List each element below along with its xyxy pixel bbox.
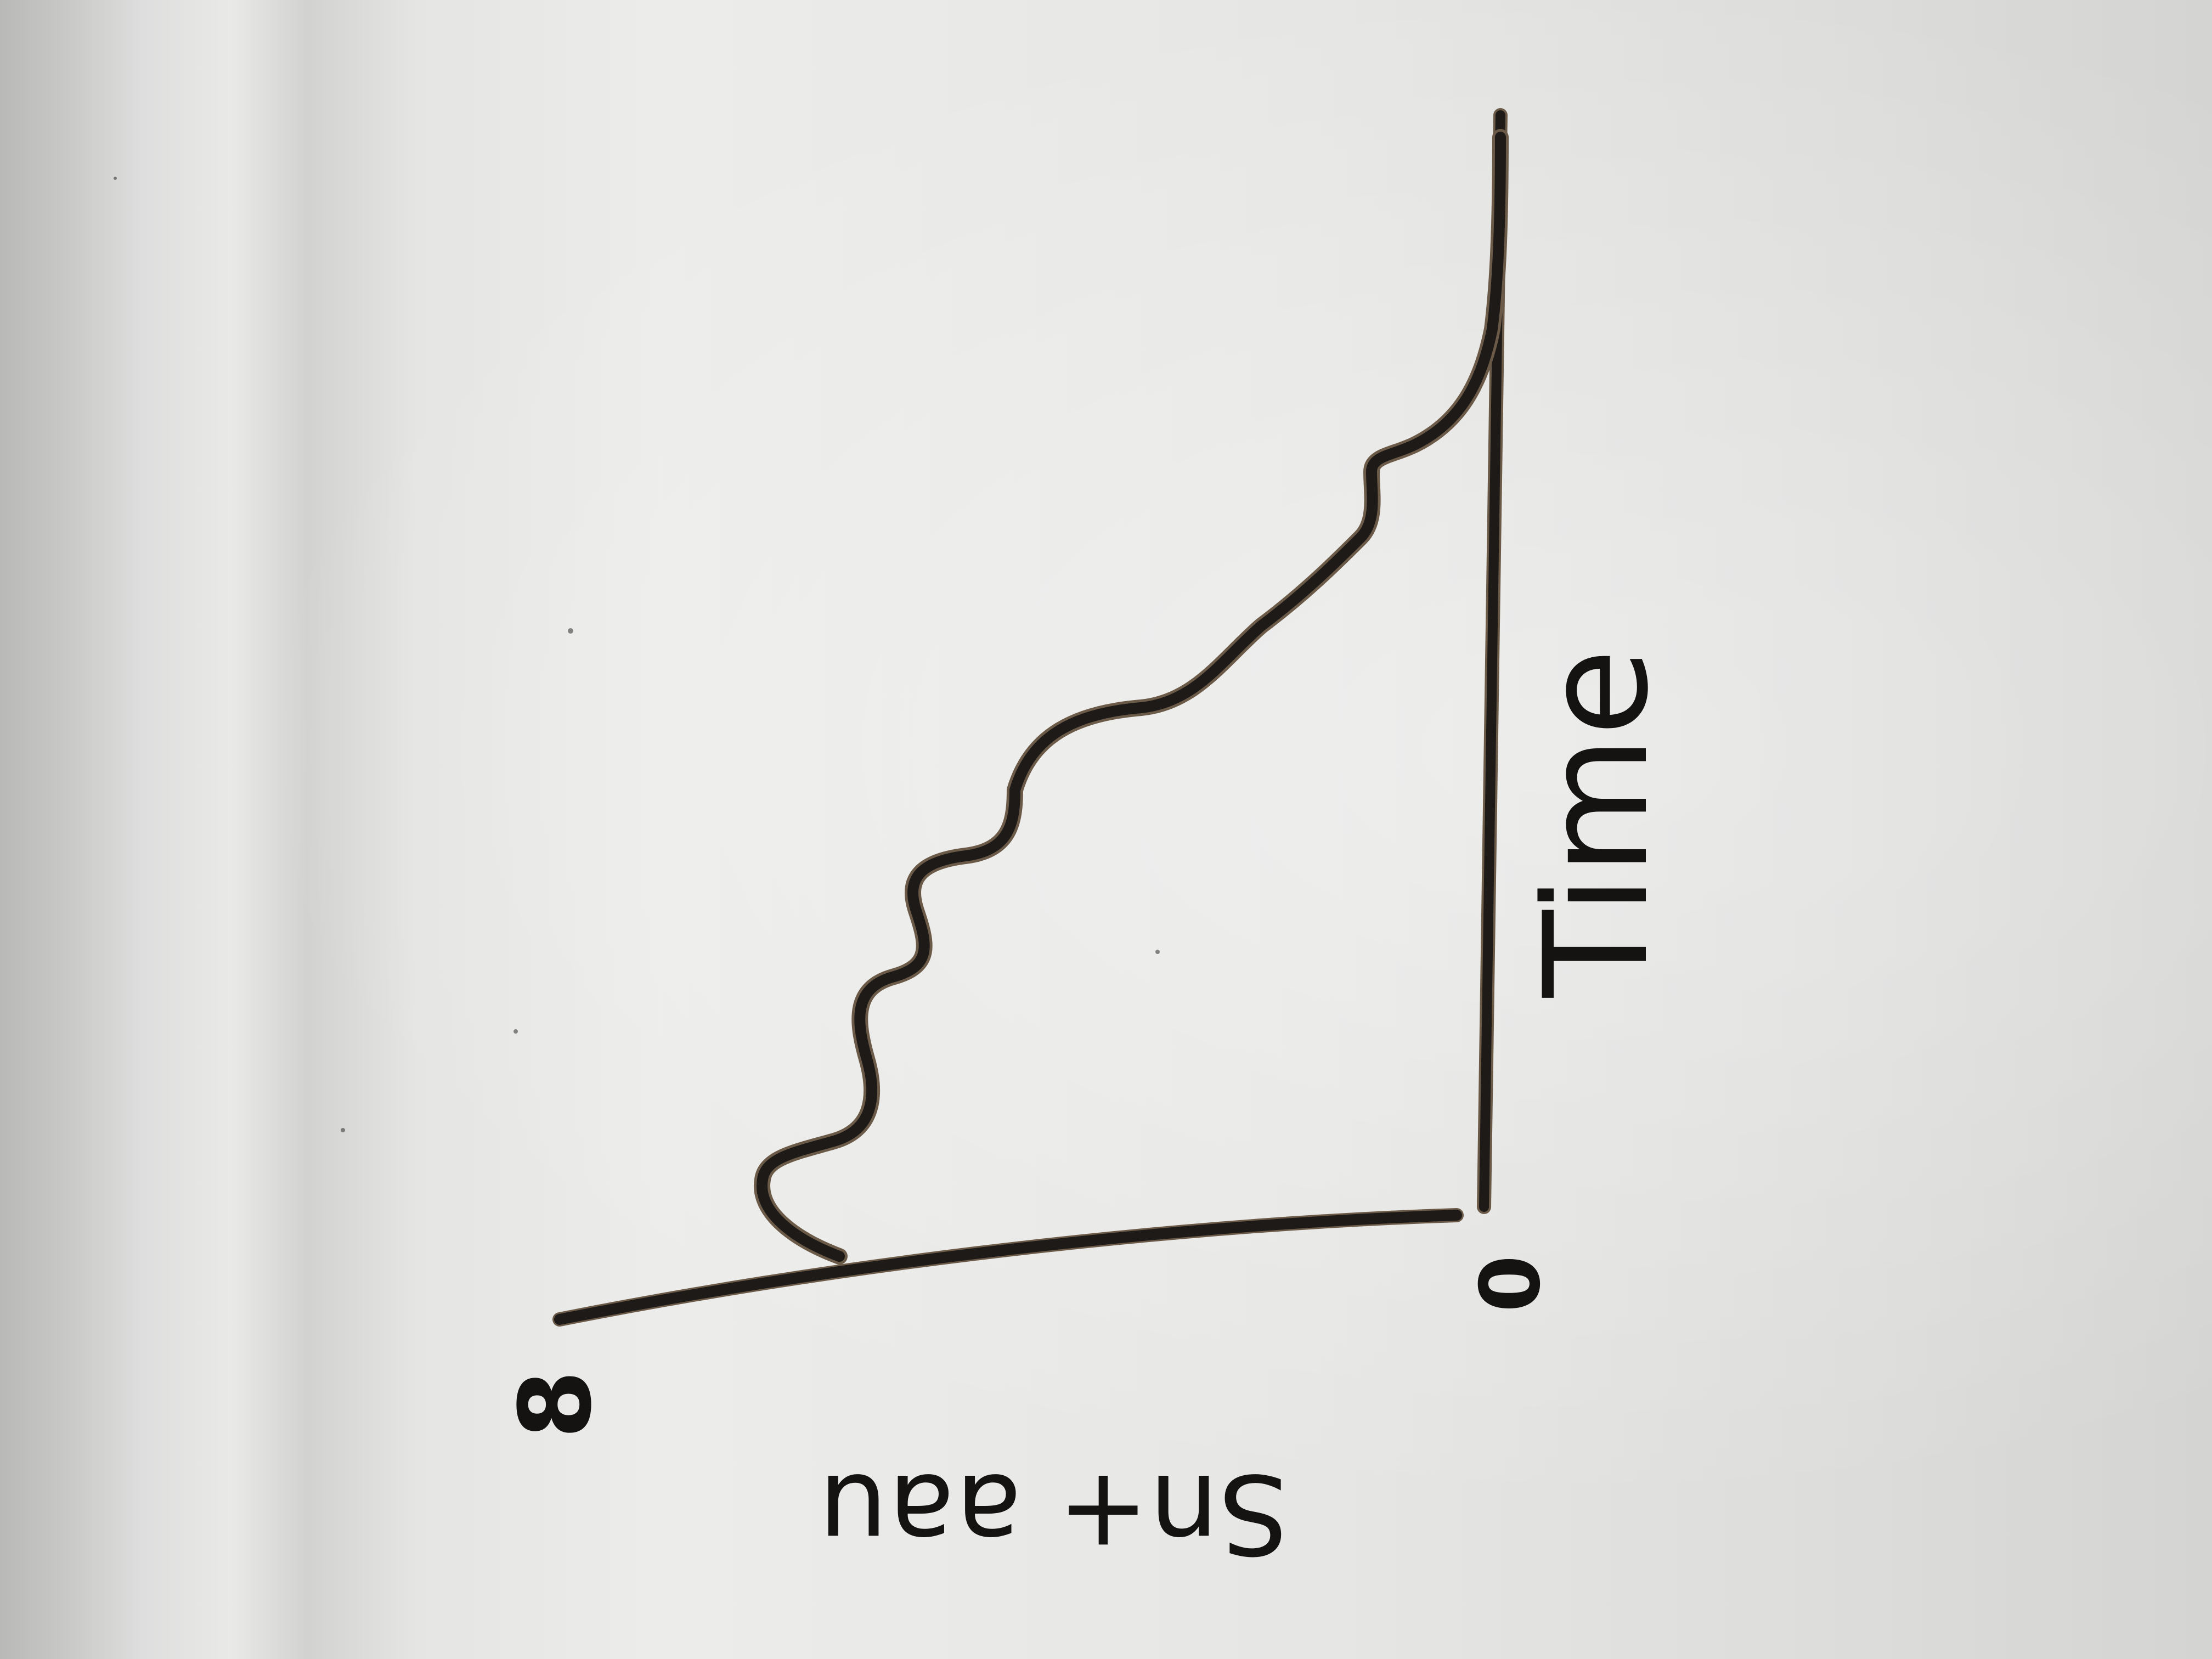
horizontal-axis	[552, 1208, 1464, 1327]
time-label: Time	[1514, 648, 1680, 1000]
wavy-curve	[754, 129, 1509, 1265]
origin-label: 0	[1463, 1255, 1559, 1312]
board-specks	[114, 177, 1160, 1132]
horizontal-axis-label: Sn+ aau	[819, 1449, 1289, 1577]
axis-end-label: 8	[499, 1370, 613, 1438]
